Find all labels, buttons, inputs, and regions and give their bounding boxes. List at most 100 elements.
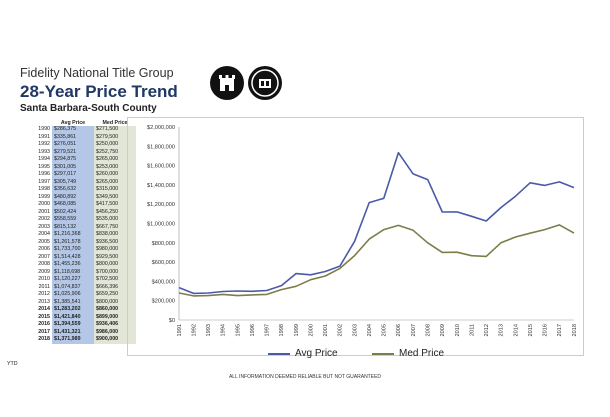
- y-tick-label: $1,600,000: [147, 164, 175, 170]
- table-cell-avg: $1,394,559: [52, 321, 94, 329]
- table-cell-year: 2005: [38, 238, 50, 245]
- table-row: 1996 $297,017 $260,000: [30, 171, 136, 179]
- table-cell-avg: $1,514,428: [52, 253, 94, 261]
- table-row: 2002 $558,559 $535,000: [30, 216, 136, 224]
- table-cell-med: $260,000: [94, 171, 136, 179]
- series-line-med-price: [178, 224, 575, 297]
- table-cell-year: 2011: [38, 283, 50, 290]
- y-tick-label: $2,000,000: [147, 125, 175, 131]
- table-cell-avg: $468,085: [52, 201, 94, 209]
- table-row: 2015 $1,421,840 $899,000: [30, 313, 136, 321]
- med-swatch: [372, 352, 394, 355]
- table-cell-year: 2013: [38, 298, 50, 305]
- y-tick-label: $1,400,000: [147, 183, 175, 189]
- y-tick-label: $200,000: [152, 299, 175, 305]
- table-row: 2007 $1,514,428 $929,500: [30, 253, 136, 261]
- table-cell-year: 2014: [38, 306, 50, 312]
- table-cell-med: $265,000: [94, 178, 136, 186]
- table-cell-year: 1992: [38, 141, 50, 147]
- table-row: 2012 $1,025,906 $659,250: [30, 291, 136, 299]
- x-tick-label: 1993: [206, 324, 212, 336]
- table-cell-med: $315,000: [94, 186, 136, 194]
- table-row: 2018 $1,371,989 $900,000: [30, 336, 136, 344]
- x-tick-label: 2001: [323, 324, 329, 336]
- region-subtitle: Santa Barbara-South County: [20, 103, 157, 114]
- table-cell-med: $936,406: [94, 321, 136, 329]
- legend-med-label: Med Price: [399, 348, 445, 359]
- table-cell-avg: $356,632: [52, 186, 94, 194]
- table-row: 2008 $1,455,236 $800,000: [30, 261, 136, 269]
- table-cell-avg: $1,283,202: [52, 306, 94, 314]
- table-cell-avg: $1,216,368: [52, 231, 94, 239]
- table-cell-year: 2017: [38, 328, 50, 335]
- x-tick-label: 2018: [572, 324, 578, 336]
- x-tick-label: 2015: [528, 324, 534, 336]
- table-row: 2005 $1,261,578 $936,500: [30, 238, 136, 246]
- table-cell-med: $800,000: [94, 261, 136, 269]
- table-row: 2011 $1,074,837 $666,396: [30, 283, 136, 291]
- table-cell-avg: $480,892: [52, 193, 94, 201]
- table-cell-avg: $815,132: [52, 223, 94, 231]
- table-cell-med: $252,750: [94, 148, 136, 156]
- table-cell-avg: $305,749: [52, 178, 94, 186]
- table-cell-med: $899,000: [94, 313, 136, 321]
- table-cell-year: 2012: [38, 291, 50, 297]
- legend-avg: Avg Price: [268, 348, 338, 359]
- table-cell-avg: $1,074,837: [52, 283, 94, 291]
- table-cell-med: $349,500: [94, 193, 136, 201]
- org-name: Fidelity National Title Group: [20, 66, 174, 80]
- table-cell-avg: $1,371,989: [52, 336, 94, 344]
- x-tick-label: 2010: [455, 324, 461, 336]
- x-tick-label: 1997: [265, 324, 271, 336]
- table-cell-med: $986,000: [94, 328, 136, 336]
- table-cell-avg: $335,861: [52, 133, 94, 141]
- castle-logo-icon: [210, 66, 244, 100]
- x-tick-label: 1999: [294, 324, 300, 336]
- table-cell-med: $860,000: [94, 306, 136, 314]
- disclaimer: ALL INFORMATION DEEMED RELIABLE BUT NOT …: [228, 374, 382, 380]
- table-row: 1991 $335,861 $279,500: [30, 133, 136, 141]
- x-tick-label: 1994: [221, 324, 227, 336]
- table-cell-avg: $286,375: [52, 126, 94, 134]
- table-row: 1992 $276,051 $250,000: [30, 141, 136, 149]
- table-cell-year: 1996: [38, 171, 50, 177]
- table-cell-med: $936,500: [94, 238, 136, 246]
- x-tick-label: 2016: [543, 324, 549, 336]
- x-tick-label: 1991: [177, 324, 183, 336]
- table-row: 2017 $1,431,321 $986,000: [30, 328, 136, 336]
- table-cell-year: 1990: [38, 126, 50, 132]
- table-row: 1993 $279,521 $252,750: [30, 148, 136, 156]
- table-cell-year: 2018: [38, 336, 50, 342]
- table-cell-med: $279,500: [94, 133, 136, 141]
- x-tick-label: 2007: [411, 324, 417, 336]
- price-table: Avg Price Med Price 1990 $286,375 $271,500…: [30, 119, 136, 344]
- table-row: 1999 $480,892 $349,500: [30, 193, 136, 201]
- table-cell-year: 2006: [38, 246, 50, 252]
- y-tick-label: $600,000: [152, 260, 175, 266]
- x-tick-label: 2002: [338, 324, 344, 336]
- table-cell-med: $900,000: [94, 336, 136, 344]
- table-cell-avg: $297,017: [52, 171, 94, 179]
- y-tick-label: $1,000,000: [147, 222, 175, 228]
- table-cell-med: $456,250: [94, 208, 136, 216]
- table-cell-med: $800,000: [94, 298, 136, 306]
- table-cell-year: 1991: [38, 133, 50, 140]
- table-cell-med: $667,750: [94, 223, 136, 231]
- table-cell-year: 2007: [38, 253, 50, 260]
- x-tick-label: 2009: [440, 324, 446, 336]
- x-tick-label: 2003: [352, 324, 358, 336]
- x-tick-label: 2008: [426, 324, 432, 336]
- table-cell-year: 1994: [38, 156, 50, 162]
- table-row: 2016 $1,394,559 $936,406: [30, 321, 136, 329]
- table-cell-avg: $1,421,840: [52, 313, 94, 321]
- table-cell-year: 1995: [38, 163, 50, 170]
- table-cell-avg: $276,051: [52, 141, 94, 149]
- table-cell-year: 2009: [38, 268, 50, 275]
- y-tick-label: $800,000: [152, 241, 175, 247]
- table-row: 2014 $1,283,202 $860,000: [30, 306, 136, 314]
- y-tick-label: $0: [169, 318, 175, 324]
- table-cell-med: $417,500: [94, 201, 136, 209]
- table-cell-year: 2016: [38, 321, 50, 327]
- table-cell-med: $659,250: [94, 291, 136, 299]
- table-cell-med: $980,000: [94, 246, 136, 254]
